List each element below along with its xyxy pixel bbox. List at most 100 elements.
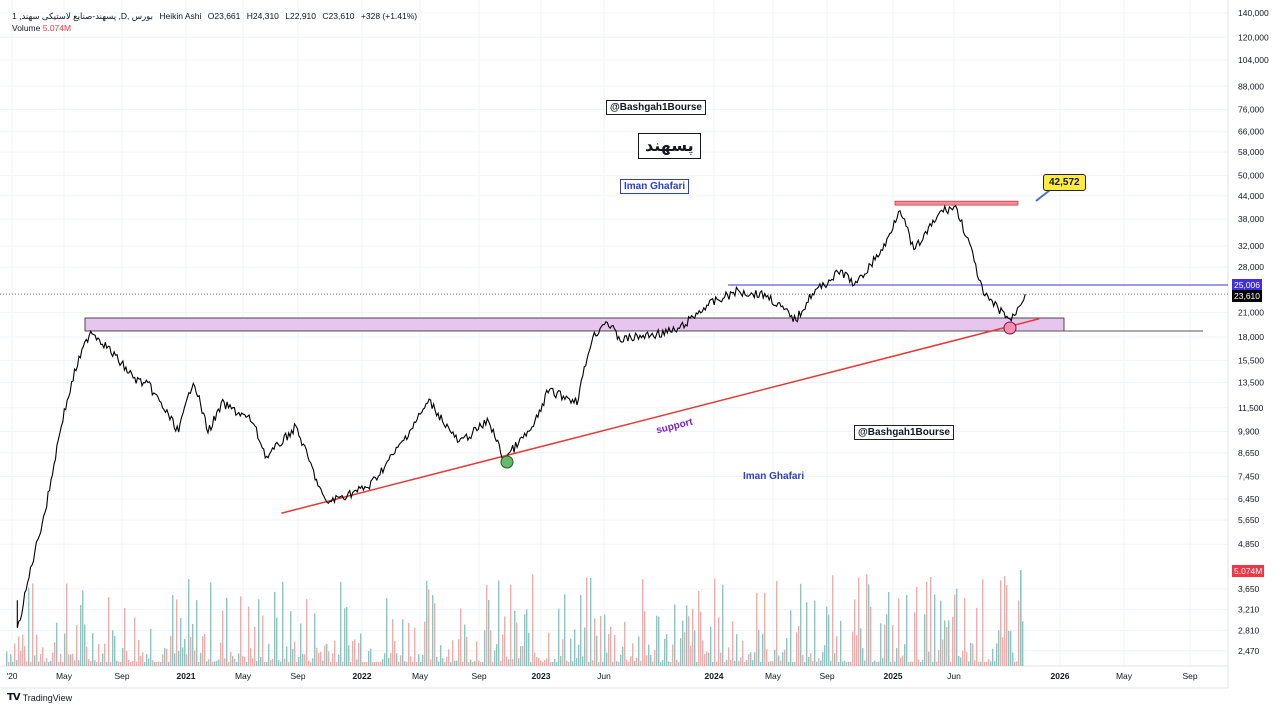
volume-bar xyxy=(836,636,838,666)
ohlc-low: L22,910 xyxy=(285,11,317,21)
volume-bar xyxy=(892,625,894,666)
volume-bar xyxy=(776,580,778,666)
volume-bar xyxy=(542,661,544,666)
volume-bar xyxy=(330,662,332,666)
symbol-name[interactable]: 1 ,پسهند-صنایع لاستیکی سهند ,D, بورس xyxy=(12,11,153,21)
volume-bar xyxy=(38,661,40,666)
volume-bar xyxy=(974,660,976,666)
volume-bar xyxy=(360,633,362,666)
volume-bar xyxy=(538,657,540,666)
volume-bar xyxy=(406,661,408,666)
volume-bar xyxy=(866,574,868,666)
volume-bar xyxy=(958,656,960,666)
volume-bar xyxy=(756,592,758,666)
x-tick-label: May xyxy=(765,671,782,681)
volume-bar xyxy=(632,643,634,666)
volume-bar xyxy=(506,656,508,666)
volume-bar xyxy=(370,648,372,666)
volume-bar xyxy=(210,582,212,666)
volume-bar xyxy=(662,660,664,666)
volume-bar xyxy=(952,616,954,666)
volume-bar xyxy=(546,658,548,666)
volume-bar xyxy=(486,585,488,666)
volume-label[interactable]: Volume xyxy=(12,23,41,33)
volume-bar xyxy=(802,654,804,666)
volume-bar xyxy=(60,653,62,666)
y-tick-label: 21,000 xyxy=(1238,308,1264,318)
volume-bar xyxy=(20,650,22,666)
volume-bar xyxy=(1006,585,1008,666)
volume-bar xyxy=(796,632,798,666)
volume-bar xyxy=(916,586,918,666)
chart-legend: 1 ,پسهند-صنایع لاستیکی سهند ,D, بورس Hei… xyxy=(12,11,421,22)
last-price-badge: 23,610 xyxy=(1232,290,1262,302)
volume-bar xyxy=(322,660,324,666)
volume-bar xyxy=(820,660,822,666)
y-tick-label: 2,810 xyxy=(1238,625,1260,635)
volume-bar xyxy=(216,660,218,666)
volume-bar xyxy=(856,635,858,666)
volume-bar xyxy=(258,599,260,666)
x-tick-label: Jun xyxy=(597,671,611,681)
volume-bar xyxy=(364,661,366,666)
volume-bar xyxy=(422,654,424,666)
volume-bar xyxy=(566,660,568,666)
volume-bar xyxy=(522,646,524,666)
price-line xyxy=(16,204,1026,628)
volume-bar xyxy=(444,661,446,666)
volume-bar xyxy=(342,661,344,666)
volume-bar xyxy=(390,652,392,666)
volume-bar xyxy=(214,661,216,666)
volume-bar xyxy=(460,608,462,666)
volume-bar xyxy=(558,608,560,666)
volume-bar xyxy=(26,661,28,666)
volume-bar xyxy=(742,640,744,666)
volume-bar xyxy=(960,657,962,666)
volume-bar xyxy=(682,620,684,666)
volume-bar xyxy=(8,661,10,666)
volume-bar xyxy=(170,635,172,666)
volume-bar xyxy=(830,660,832,666)
volume-bar xyxy=(990,661,992,666)
volume-bar xyxy=(456,660,458,666)
volume-bar xyxy=(302,653,304,666)
volume-bar xyxy=(738,660,740,666)
volume-bar xyxy=(134,617,136,666)
volume-bar xyxy=(424,621,426,666)
volume-legend: Volume 5.074M xyxy=(12,23,71,33)
volume-bar xyxy=(280,661,282,666)
volume-bar xyxy=(312,658,314,666)
x-tick-label: Sep xyxy=(819,671,834,681)
ohlc-open: O23,661 xyxy=(207,11,241,21)
volume-bar xyxy=(854,599,856,666)
volume-bar xyxy=(574,629,576,666)
volume-bar xyxy=(814,600,816,666)
volume-bar xyxy=(640,661,642,666)
volume-bar xyxy=(928,651,930,666)
volume-bar xyxy=(948,620,950,666)
volume-bar xyxy=(728,647,730,666)
y-tick-label: 13,500 xyxy=(1238,377,1264,387)
volume-bar xyxy=(6,651,8,666)
volume-bar xyxy=(458,639,460,666)
volume-bar xyxy=(356,659,358,666)
tradingview-footer[interactable]: 𝗧𝗩 TradingView xyxy=(7,692,72,703)
volume-bar xyxy=(766,649,768,666)
volume-bar xyxy=(556,661,558,666)
volume-bar xyxy=(672,644,674,666)
volume-bar xyxy=(584,627,586,666)
volume-bar xyxy=(788,661,790,666)
volume-bar xyxy=(540,660,542,666)
volume-bar xyxy=(622,646,624,666)
volume-bar xyxy=(930,577,932,666)
volume-bar xyxy=(716,661,718,666)
volume-bar xyxy=(264,661,266,666)
volume-bar xyxy=(700,611,702,666)
volume-bar xyxy=(140,656,142,666)
ohlc-high: H24,310 xyxy=(246,11,279,21)
volume-bar xyxy=(868,584,870,666)
volume-bar xyxy=(676,659,678,666)
volume-bar xyxy=(878,661,880,666)
y-tick-label: 44,000 xyxy=(1238,191,1264,201)
volume-bar xyxy=(724,661,726,666)
